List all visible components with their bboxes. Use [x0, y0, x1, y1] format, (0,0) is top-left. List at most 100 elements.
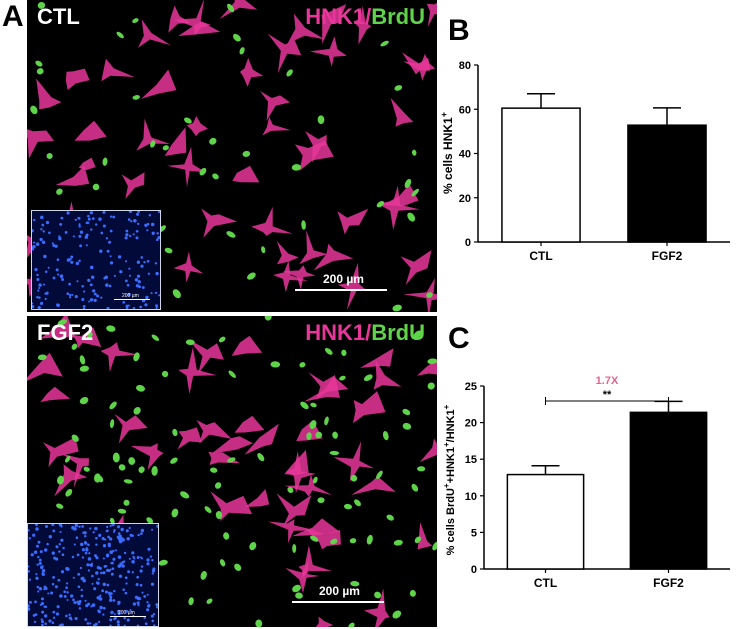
brdu-stain-label: BrdU: [371, 4, 425, 29]
dapi-nucleus: [96, 581, 100, 585]
dapi-nucleus: [95, 571, 99, 575]
hnk1-cell: [251, 206, 293, 236]
hnk1-cell: [186, 116, 208, 137]
dapi-nucleus: [151, 558, 154, 562]
brdu-nucleus: [432, 541, 437, 551]
dapi-nucleus: [90, 228, 93, 231]
dapi-nucleus: [87, 214, 90, 218]
y-axis-label-text: % cells HNK1: [441, 117, 455, 194]
brdu-nucleus: [112, 452, 120, 463]
dapi-nucleus: [93, 298, 97, 303]
brdu-nucleus: [170, 457, 178, 464]
panel-a-letter: A: [2, 0, 24, 33]
brdu-nucleus: [239, 47, 245, 55]
hnk1-cell: [267, 33, 302, 73]
brdu-nucleus: [249, 542, 257, 551]
dapi-nucleus: [51, 551, 55, 555]
dapi-nucleus: [108, 591, 112, 595]
dapi-nucleus: [33, 241, 36, 244]
dapi-nucleus: [45, 220, 50, 225]
dapi-nucleus: [88, 552, 91, 555]
dapi-nucleus: [101, 537, 105, 541]
brdu-nucleus: [414, 536, 422, 544]
brdu-nucleus: [234, 563, 242, 571]
dapi-nucleus: [155, 306, 158, 309]
brdu-nucleus: [150, 140, 156, 148]
y-axis-label-sup: +: [440, 112, 449, 117]
brdu-nucleus: [343, 503, 353, 510]
dapi-nucleus: [38, 587, 43, 591]
brdu-nucleus: [188, 597, 194, 606]
brdu-nucleus: [223, 532, 230, 540]
dapi-nucleus: [140, 565, 144, 568]
dapi-nucleus: [156, 524, 158, 528]
dapi-nucleus: [125, 279, 128, 283]
dapi-nucleus: [128, 211, 133, 214]
dapi-nucleus: [91, 603, 96, 607]
brdu-nucleus: [270, 361, 281, 368]
dapi-nucleus: [146, 608, 150, 612]
brdu-nucleus: [374, 591, 382, 599]
dapi-nucleus: [124, 260, 128, 263]
dapi-nucleus: [109, 624, 112, 626]
brdu-nucleus: [404, 178, 412, 189]
hnk1-cell: [78, 157, 96, 171]
dapi-nucleus: [137, 211, 141, 213]
dapi-nucleus: [110, 610, 114, 615]
hnk1-cell: [130, 443, 164, 470]
dapi-nucleus: [132, 602, 137, 606]
dapi-nucleus: [48, 231, 51, 235]
y-tick-label: 0: [471, 564, 477, 576]
dapi-nucleus: [109, 229, 113, 233]
dapi-nucleus: [152, 612, 156, 616]
dapi-nucleus: [36, 544, 39, 548]
chart-c: 0 5 10 15 20 25 CTL FGF2% cells BrdU++HNK1+/HNK…: [440, 360, 740, 624]
dapi-nucleus: [153, 624, 156, 626]
dapi-nucleus: [81, 525, 84, 528]
brdu-nucleus: [261, 246, 266, 254]
dapi-nucleus: [91, 275, 95, 279]
dapi-nucleus: [84, 551, 88, 555]
brdu-nucleus: [427, 382, 435, 390]
hnk1-cell: [232, 165, 260, 183]
hnk1-cell: [360, 348, 394, 368]
hnk1-cell: [74, 120, 107, 141]
hnk1-cell: [287, 13, 325, 44]
ctl-stain-legend: HNK1/BrdU: [305, 4, 425, 30]
dapi-nucleus: [35, 524, 38, 527]
hnk1-cell: [390, 97, 414, 127]
ctl-dapi-inset: 200 µm: [31, 210, 161, 310]
dapi-nucleus: [111, 567, 115, 571]
y-axis-label: % cells HNK1+: [440, 112, 455, 194]
brdu-nucleus: [380, 40, 389, 47]
dapi-nucleus: [121, 564, 125, 568]
dapi-nucleus: [29, 600, 32, 604]
dapi-nucleus: [44, 614, 48, 618]
dapi-nucleus: [35, 242, 40, 246]
dapi-nucleus: [113, 274, 116, 277]
dapi-nucleus: [146, 601, 149, 604]
dapi-nucleus: [108, 284, 112, 288]
dapi-nucleus: [138, 285, 142, 289]
dapi-nucleus: [123, 551, 127, 555]
brdu-nucleus: [151, 334, 160, 341]
dapi-nucleus: [28, 565, 30, 568]
dapi-nucleus: [85, 244, 88, 247]
dapi-nucleus: [33, 550, 38, 554]
dapi-nucleus: [128, 267, 131, 270]
dapi-nucleus: [150, 582, 155, 586]
dapi-nucleus: [147, 547, 151, 551]
hnk1-cell: [273, 260, 308, 293]
dapi-nucleus: [60, 538, 64, 542]
y-tick-label: 15: [465, 454, 477, 466]
brdu-nucleus: [299, 362, 306, 368]
brdu-nucleus: [133, 352, 140, 362]
brdu-nucleus: [218, 336, 226, 343]
dapi-nucleus: [102, 544, 107, 548]
dapi-nucleus: [32, 305, 35, 309]
dapi-nucleus: [105, 554, 110, 558]
dapi-nucleus: [84, 599, 87, 602]
dapi-nucleus: [60, 570, 65, 574]
hnk1-cell: [187, 339, 224, 374]
hnk1-cell: [55, 165, 90, 186]
